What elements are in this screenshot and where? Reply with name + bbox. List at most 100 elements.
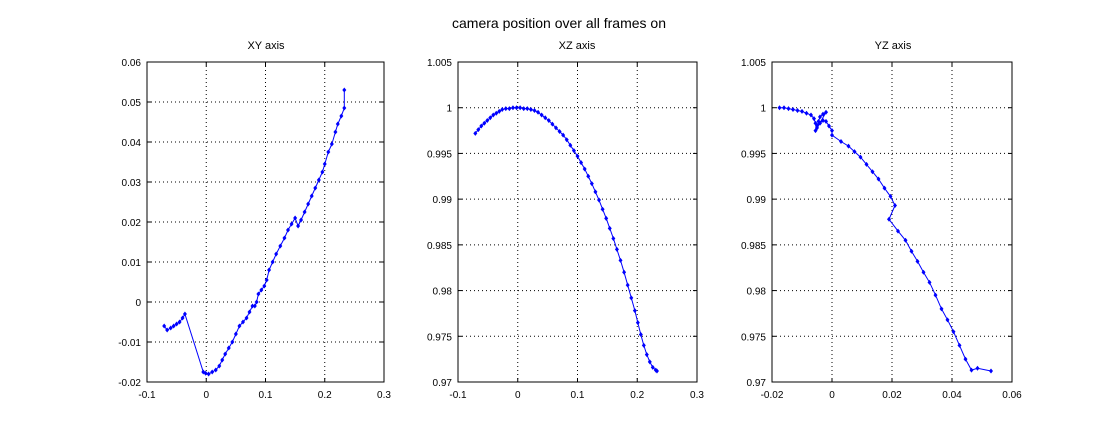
xy-data-point	[223, 351, 228, 357]
xz-data-point	[625, 282, 630, 288]
xz-data-point	[494, 110, 499, 116]
xz-data-point	[546, 118, 551, 124]
xy-data-point	[247, 309, 252, 315]
yz-data-point	[812, 116, 816, 122]
xy-data-point	[254, 299, 259, 305]
yz-data-point	[933, 292, 938, 298]
xz-data-point	[514, 105, 519, 111]
xy-data-point	[339, 113, 344, 119]
xy-data-point	[282, 235, 287, 241]
xz-data-point	[600, 206, 605, 212]
xz-data-point	[557, 128, 562, 134]
yz-x-tick-label: -0.02	[761, 390, 784, 401]
xy-data-point	[326, 149, 331, 155]
xy-data-point	[289, 221, 294, 227]
yz-data-point	[888, 193, 893, 199]
xy-data-point	[201, 369, 206, 375]
plot-xy-title: XY axis	[247, 40, 285, 52]
yz-data-point	[777, 105, 782, 111]
xy-x-tick-label: 0.1	[259, 390, 273, 401]
xy-y-tick-label: 0.04	[122, 138, 142, 149]
yz-data-point	[927, 279, 932, 285]
yz-data-point	[795, 107, 800, 113]
xz-data-point	[528, 107, 533, 113]
yz-y-tick-label: 0.99	[747, 195, 767, 206]
xy-data-point	[220, 357, 225, 363]
xy-data-point	[342, 105, 347, 111]
xy-data-point	[293, 215, 298, 221]
xz-y-tick-label: 1.005	[427, 58, 452, 69]
yz-data-point	[800, 108, 804, 114]
xz-data-point	[536, 109, 541, 115]
xz-y-tick-label: 0.97	[433, 378, 453, 389]
xy-y-tick-label: 0.05	[122, 98, 142, 109]
yz-data-point	[921, 269, 926, 275]
xy-data-point	[316, 177, 321, 183]
xy-data-point	[233, 331, 238, 337]
yz-data-point	[903, 237, 908, 243]
xy-data-point	[250, 303, 255, 309]
yz-data-point	[915, 258, 920, 264]
xz-y-tick-label: 0.995	[427, 149, 452, 160]
yz-data-point	[818, 114, 822, 120]
xz-data-point	[510, 105, 515, 111]
xy-data-point	[270, 259, 275, 265]
xy-data-point	[230, 339, 235, 345]
xz-data-point	[525, 106, 530, 112]
yz-data-point	[975, 365, 980, 371]
yz-data-point	[791, 107, 795, 113]
xz-data-point	[618, 257, 623, 263]
xy-data-point	[329, 141, 334, 147]
xz-x-tick-label: 0.2	[630, 390, 644, 401]
xz-x-tick-label: -0.1	[449, 390, 467, 401]
xy-x-tick-label: 0.2	[318, 390, 332, 401]
xz-data-point	[644, 352, 649, 358]
plot-yz-title: YZ axis	[875, 40, 912, 52]
yz-data-point	[821, 118, 825, 124]
yz-data-point	[989, 368, 993, 374]
xz-x-tick-label: 0.1	[571, 390, 585, 401]
plot-xy: XY axis -0.1 0 0.1 0.2 0.3 -0.02 -0.01 0 0.01 0.0…	[118, 40, 391, 401]
xy-data-point	[320, 169, 325, 175]
yz-data-point	[782, 105, 786, 111]
yz-data-point	[830, 128, 834, 134]
xy-data-point	[274, 251, 279, 257]
yz-data-point	[824, 118, 828, 124]
yz-data-point	[893, 203, 897, 209]
xz-data-point	[485, 118, 490, 124]
yz-data-point	[839, 139, 843, 145]
xy-data-point	[165, 327, 170, 333]
yz-data-point	[830, 132, 834, 138]
figure-title: camera position over all frames on	[452, 15, 666, 31]
xz-y-tick-label: 0.975	[427, 332, 452, 343]
xy-data-point	[210, 369, 215, 375]
xz-data-point	[650, 364, 655, 370]
xz-data-point	[638, 331, 643, 337]
yz-data-point	[882, 185, 887, 191]
xz-data-point	[488, 115, 493, 121]
yz-data-point	[909, 248, 914, 254]
yz-data-point	[957, 342, 962, 348]
xz-data-point	[503, 106, 508, 112]
xz-data-point	[561, 132, 566, 138]
xy-data-point	[252, 303, 257, 309]
xy-data-point	[206, 371, 211, 377]
xy-data-point	[174, 321, 179, 327]
yz-data-point	[821, 111, 825, 117]
xz-data-point	[568, 142, 573, 148]
xz-data-point	[500, 107, 505, 113]
yz-data-point	[951, 329, 956, 335]
xy-data-point	[309, 193, 314, 199]
xy-data-point	[182, 311, 187, 317]
xz-y-tick-label: 0.98	[433, 287, 453, 298]
xz-data-point	[575, 153, 580, 159]
xy-data-point	[306, 201, 311, 207]
yz-data-point	[858, 154, 863, 160]
xz-y-tick-label: 0.99	[433, 195, 453, 206]
xz-data-point	[497, 108, 502, 114]
xy-data-point	[342, 87, 347, 93]
plot-yz-area: -0.02 0 0.02 0.04 0.06 0.97 0.975 0.98 0.985 0.99…	[741, 58, 1022, 401]
xy-data-point	[226, 345, 231, 351]
xy-x-tick-label: -0.1	[138, 390, 156, 401]
